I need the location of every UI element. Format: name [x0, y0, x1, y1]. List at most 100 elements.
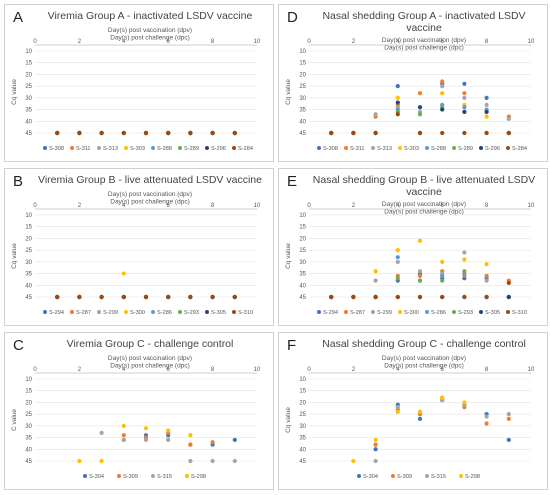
data-point [99, 430, 104, 435]
panel-title: Viremia Group A - inactivated LSDV vacci… [48, 10, 253, 22]
data-point [395, 259, 400, 264]
y-tick-label: 15 [299, 389, 306, 395]
y-tick-label: 25 [299, 412, 306, 418]
legend-entry: S-308 [323, 146, 338, 152]
x-axis-label: Day(s) post vaccination (dpv) [108, 355, 192, 362]
x-tick-label: 4 [396, 203, 400, 209]
x-tick-label: 6 [441, 203, 445, 209]
data-point [484, 414, 489, 419]
data-point [373, 278, 378, 283]
data-point [462, 257, 467, 262]
legend-marker [205, 310, 209, 314]
data-point [484, 273, 489, 279]
legend-marker [452, 146, 456, 150]
legend-entry: S-287 [350, 310, 365, 316]
data-point [417, 269, 423, 274]
legend-marker [479, 310, 483, 314]
data-point [417, 409, 423, 414]
data-point [121, 294, 126, 300]
data-point [440, 91, 445, 96]
x-tick-label: 4 [396, 367, 400, 373]
y-tick-label: 15 [299, 225, 306, 231]
data-point [232, 130, 237, 136]
data-point [440, 395, 445, 400]
y-tick-label: 35 [25, 436, 32, 442]
panel-letter: C [13, 337, 24, 354]
data-point [232, 458, 237, 464]
data-point [440, 273, 445, 279]
data-point [506, 280, 511, 286]
legend-marker [151, 474, 155, 478]
x-tick-label: 6 [167, 367, 171, 373]
y-tick-label: 45 [25, 295, 32, 301]
legend-marker [425, 310, 429, 314]
legend-entry: S-286 [431, 310, 446, 316]
x-axis-label: Day(s) post challenge (dpc) [384, 363, 463, 370]
data-point [188, 294, 193, 300]
y-tick-label: 45 [25, 131, 32, 137]
legend-marker [70, 146, 74, 150]
y-tick-label: 10 [299, 49, 306, 55]
legend-entry: S-300 [404, 310, 419, 316]
y-tick-label: 10 [299, 377, 306, 383]
panel-title: Viremia Group B - live attenuated LSDV v… [38, 174, 262, 186]
legend-entry: S-303 [404, 146, 419, 152]
legend-marker [398, 146, 402, 150]
legend-marker [371, 146, 375, 150]
data-point [395, 84, 400, 89]
data-point [395, 276, 400, 281]
legend-entry: S-308 [49, 146, 64, 152]
legend-marker [391, 474, 395, 478]
x-axis-label: Day(s) post vaccination (dpv) [108, 27, 192, 34]
panel-a: A Viremia Group A - inactivated LSDV vacc… [4, 4, 274, 162]
y-tick-label: 40 [25, 119, 32, 125]
y-axis-label: Cq value [285, 79, 292, 105]
panel-b: B Viremia Group B - live attenuated LSDV … [4, 168, 274, 326]
panel-title: Nasal shedding Group A - inactivated LSD… [322, 10, 525, 22]
data-point [395, 294, 400, 300]
legend-marker [43, 146, 47, 150]
x-tick-label: 10 [254, 39, 261, 45]
x-axis-label: Day(s) post vaccination (dpv) [108, 191, 192, 198]
data-point [417, 273, 423, 279]
legend-entry: S-305 [211, 310, 226, 316]
x-tick-label: 8 [485, 367, 489, 373]
x-tick-label: 4 [122, 367, 126, 373]
legend-entry: S-305 [485, 310, 500, 316]
data-point [373, 437, 378, 443]
x-tick-label: 8 [485, 203, 489, 209]
legend-marker [459, 474, 463, 478]
legend-marker [317, 310, 321, 314]
panel-letter: F [287, 337, 296, 354]
legend-marker [232, 310, 236, 314]
legend-entry: S-286 [157, 310, 172, 316]
data-point [484, 294, 489, 300]
y-tick-label: 10 [25, 213, 32, 219]
legend-marker [398, 310, 402, 314]
y-tick-label: 20 [25, 236, 32, 242]
legend-entry: S-294 [323, 310, 338, 316]
data-point [210, 458, 215, 464]
y-tick-label: 15 [25, 225, 32, 231]
panel-title: vaccine [406, 186, 442, 198]
legend-entry: S-315 [431, 474, 446, 480]
data-point [484, 421, 489, 426]
legend-marker [178, 146, 182, 150]
data-point [121, 271, 126, 276]
y-tick-label: 15 [25, 389, 32, 395]
data-point [462, 250, 467, 255]
data-point [188, 433, 193, 438]
data-point [417, 416, 423, 421]
data-point [395, 405, 400, 410]
legend-marker [205, 146, 209, 150]
data-point [351, 458, 356, 464]
panel-title: Nasal shedding Group C - challenge contr… [322, 338, 526, 350]
data-point [462, 269, 467, 274]
x-tick-label: 6 [167, 203, 171, 209]
data-point [462, 95, 467, 100]
x-tick-label: 0 [307, 39, 311, 45]
data-point [462, 91, 467, 96]
x-tick-label: 0 [307, 367, 311, 373]
legend-entry: S-284 [512, 146, 527, 152]
data-point [77, 130, 82, 136]
